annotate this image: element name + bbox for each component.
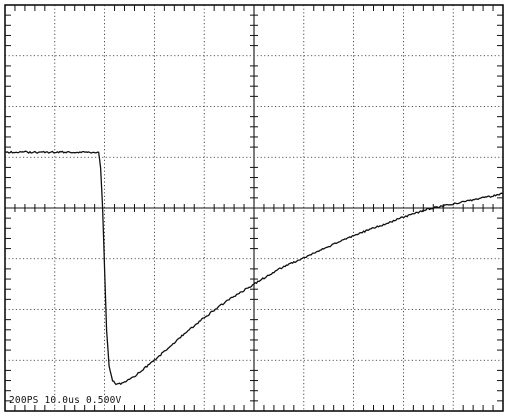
graticule [5,5,503,411]
graticule-ticks [5,5,503,411]
scale-readout: 200PS 10.0us 0.500V [9,395,122,406]
signal-trace [4,150,504,386]
